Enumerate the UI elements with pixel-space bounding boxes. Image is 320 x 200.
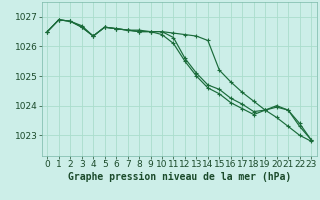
X-axis label: Graphe pression niveau de la mer (hPa): Graphe pression niveau de la mer (hPa)	[68, 172, 291, 182]
